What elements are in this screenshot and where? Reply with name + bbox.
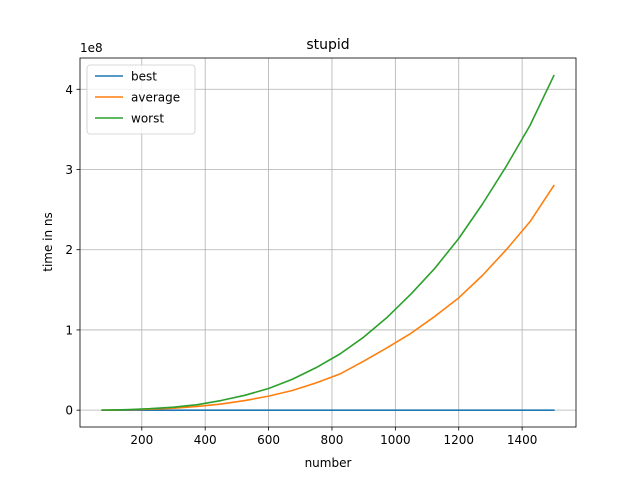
- x-tick-label: 1400: [507, 433, 538, 447]
- y-tick-label: 3: [65, 163, 73, 177]
- legend: best average worst: [86, 64, 196, 135]
- chart-title: stupid: [306, 37, 349, 53]
- legend-label-average: average: [131, 91, 180, 105]
- legend-label-worst: worst: [131, 112, 164, 126]
- y-tick-label: 1: [65, 323, 73, 337]
- x-axis-label: number: [305, 456, 352, 470]
- series-lines: [101, 74, 555, 411]
- x-tick-label: 600: [257, 433, 280, 447]
- y-offset-label: 1e8: [80, 41, 103, 55]
- plot-frame: [79, 57, 577, 428]
- y-tick-label: 4: [65, 83, 73, 97]
- x-tick-label: 400: [194, 433, 217, 447]
- y-tick-label: 0: [65, 404, 73, 418]
- x-tick-label: 1000: [380, 433, 411, 447]
- x-tick-label: 1200: [443, 433, 474, 447]
- y-axis-label: time in ns: [41, 212, 55, 272]
- y-tick-label: 2: [65, 243, 73, 257]
- y-axis-ticks: 0 1 2 3 4: [65, 83, 80, 418]
- x-tick-label: 200: [130, 433, 153, 447]
- series-line-worst: [101, 74, 555, 411]
- series-line-average: [101, 184, 555, 411]
- legend-label-best: best: [131, 70, 157, 84]
- legend-box: [86, 64, 196, 135]
- x-axis-ticks: 200 400 600 800 1000 1200 1400: [130, 427, 537, 447]
- x-tick-label: 800: [321, 433, 344, 447]
